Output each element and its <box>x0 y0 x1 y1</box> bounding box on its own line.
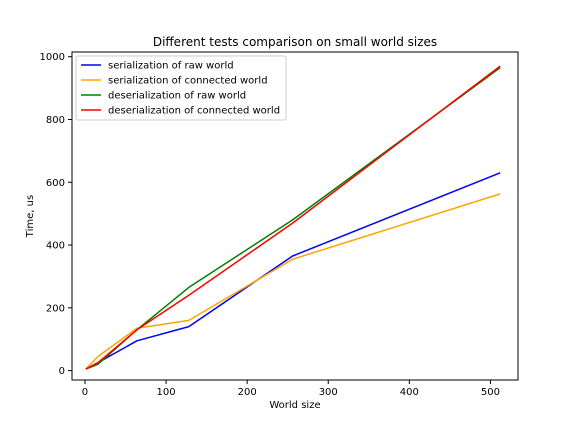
y-tick-label: 1000 <box>40 52 65 63</box>
series-line-4 <box>85 65 501 370</box>
x-tick-label: 200 <box>238 387 257 398</box>
legend-label-2: serialization of connected world <box>108 76 268 87</box>
chart-title: Different tests comparison on small worl… <box>153 35 437 49</box>
series-line-2 <box>85 193 501 370</box>
x-tick-label: 500 <box>481 387 500 398</box>
legend-label-4: deserialization of connected world <box>108 106 280 117</box>
x-tick-label: 100 <box>157 387 176 398</box>
legend-label-1: serialization of raw world <box>108 61 234 72</box>
x-tick-label: 400 <box>400 387 419 398</box>
ticks: 0 100 200 300 400 500 0 200 400 600 800 1000 <box>40 52 500 398</box>
y-axis-label: Time, us <box>25 195 36 238</box>
series-line-3 <box>85 67 501 370</box>
legend: serialization of raw world serialization … <box>75 55 287 121</box>
y-tick-label: 0 <box>59 366 65 377</box>
series-group <box>85 65 501 370</box>
legend-label-3: deserialization of raw world <box>108 91 246 102</box>
x-tick-label: 300 <box>319 387 338 398</box>
plot-frame <box>71 51 519 381</box>
x-tick-label: 0 <box>82 387 88 398</box>
y-tick-label: 400 <box>46 241 65 252</box>
y-tick-label: 800 <box>46 115 65 126</box>
y-tick-label: 600 <box>46 178 65 189</box>
x-axis-label: World size <box>269 400 320 411</box>
y-tick-label: 200 <box>46 303 65 314</box>
legend-box <box>75 55 287 121</box>
